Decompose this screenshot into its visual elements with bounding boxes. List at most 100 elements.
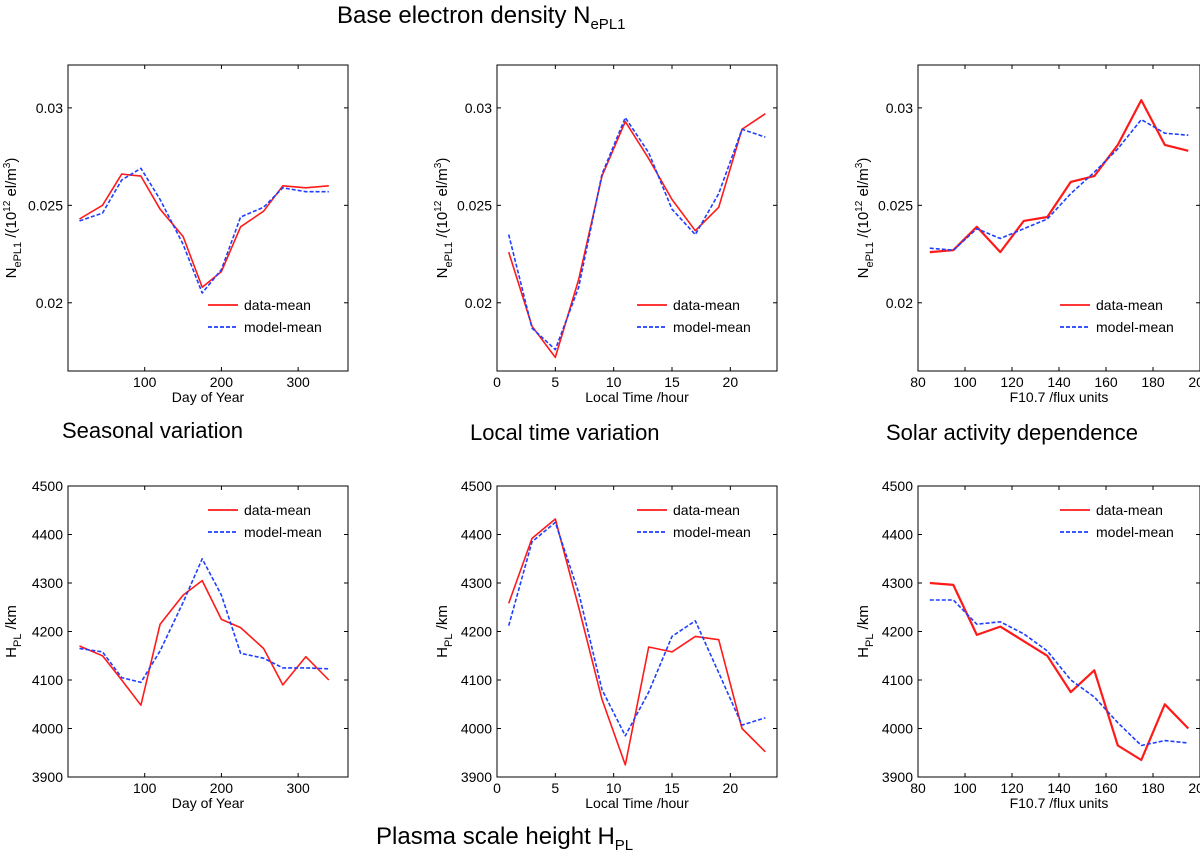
legend-label-model-mean: model-mean [244,319,322,335]
y-tick-label: 0.03 [886,100,913,116]
legend-label-data-mean: data-mean [244,502,311,518]
legend-label-model-mean: model-mean [1096,524,1174,540]
series-line-data-mean [507,113,766,359]
y-tick-label: 3900 [32,769,63,785]
figure-title-bottom: Plasma scale height HPL [376,823,633,854]
figure-title-top: Base electron density NePL1 [337,2,626,33]
x-tick-label: 100 [133,780,157,796]
x-tick-label: 80 [910,780,926,796]
y-tick-label: 4500 [882,478,913,494]
x-tick-label: 20 [723,374,739,390]
series-line-data-mean [929,98,1189,254]
x-tick-label: 10 [606,374,622,390]
y-axis-label: HPL /km [855,605,876,658]
series-line-data-mean [79,579,330,707]
y-tick-label: 0.03 [36,100,63,116]
x-tick-label: 100 [953,780,977,796]
y-tick-label: 0.025 [878,197,913,213]
y-tick-label: 4200 [882,624,913,640]
x-tick-label: 5 [551,374,559,390]
x-tick-label: 5 [551,780,559,796]
x-axis-label: Local Time /hour [585,795,689,811]
series-line-model-mean [929,599,1189,747]
chart-ne-season: 100 200 300 0.02 0.025 0.03 Day of Year NePL1 /… [2,64,349,405]
series-line-data-mean [79,173,329,289]
chart-ne-localtime: 0 5 10 15 20 0.02 0.025 0.03 Local Time /hour NeP… [433,64,778,405]
y-tick-label: 0.025 [457,197,492,213]
y-tick-label: 4000 [461,721,492,737]
x-tick-label: 200 [1188,780,1200,796]
series-line-model-mean [507,116,766,351]
y-tick-label: 3900 [882,769,913,785]
y-tick-label: 4200 [32,624,63,640]
y-axis-label: NePL1 /(1012 el/m3) [854,158,876,279]
chart-hpl-localtime: 0 5 10 15 20 3900 4000 4100 4200 4300 4400 4500 Loca… [434,478,778,811]
chart-ne-solar: 80 100 120 140 160 180 200 0.02 0.025 0.03 F10.7 /… [854,64,1200,405]
legend-label-data-mean: data-mean [673,297,740,313]
chart-hpl-season: 100 200 300 3900 4000 4100 4200 4300 4400 4500 Day… [3,478,349,811]
y-tick-label: 4100 [461,672,492,688]
x-tick-label: 0 [493,780,501,796]
chart-hpl-solar: 80 100 120 140 160 180 200 3900 4000 4100 4200 4300… [855,478,1200,811]
x-tick-label: 100 [133,374,157,390]
caption-local-time: Local time variation [470,420,660,445]
y-axis-label: HPL /km [3,605,24,658]
x-axis-label: Local Time /hour [585,389,689,405]
y-tick-label: 0.025 [28,197,63,213]
x-tick-label: 200 [1188,374,1200,390]
y-tick-label: 0.02 [886,295,913,311]
x-tick-label: 20 [723,780,739,796]
y-tick-label: 4100 [32,672,63,688]
x-tick-label: 15 [664,780,680,796]
x-tick-label: 200 [210,780,234,796]
x-tick-label: 15 [664,374,680,390]
x-tick-label: 180 [1141,780,1165,796]
y-tick-label: 4000 [882,721,913,737]
legend-label-model-mean: model-mean [673,319,751,335]
title-bottom-sub: PL [614,836,634,854]
x-tick-label: 80 [910,374,926,390]
y-tick-label: 4400 [461,527,492,543]
x-tick-label: 160 [1094,780,1118,796]
y-tick-label: 4500 [461,478,492,494]
y-tick-label: 4400 [882,527,913,543]
y-tick-label: 4200 [461,624,492,640]
x-axis-label: F10.7 /flux units [1010,389,1109,405]
series-line-model-mean [79,167,329,294]
y-tick-label: 4400 [32,527,63,543]
y-tick-label: 4100 [882,672,913,688]
x-tick-label: 120 [1000,780,1024,796]
title-top-main: Base electron density N [337,2,591,29]
x-tick-label: 0 [493,374,501,390]
y-tick-label: 3900 [461,769,492,785]
x-axis-label: Day of Year [172,389,245,405]
x-axis-label: F10.7 /flux units [1010,795,1109,811]
plot-frame [67,64,349,372]
x-tick-label: 140 [1047,780,1071,796]
x-tick-label: 180 [1141,374,1165,390]
series-line-model-mean [507,521,766,737]
x-tick-label: 300 [286,780,310,796]
x-tick-label: 100 [953,374,977,390]
x-tick-label: 140 [1047,374,1071,390]
y-tick-label: 4000 [32,721,63,737]
y-tick-label: 4300 [461,575,492,591]
y-axis-label: NePL1 /(1012 el/m3) [433,158,455,279]
legend-label-data-mean: data-mean [1096,502,1163,518]
y-axis-label: HPL /km [434,605,455,658]
y-tick-label: 4300 [882,575,913,591]
caption-seasonal: Seasonal variation [62,418,244,443]
legend-label-model-mean: model-mean [673,524,751,540]
legend-label-data-mean: data-mean [1096,297,1163,313]
legend-label-data-mean: data-mean [244,297,311,313]
y-tick-label: 0.02 [465,295,492,311]
y-tick-label: 4500 [32,478,63,494]
plot-frame [496,64,778,372]
x-tick-label: 200 [210,374,234,390]
series-line-model-mean [929,118,1189,251]
caption-solar-activity: Solar activity dependence [886,420,1138,445]
x-tick-label: 300 [286,374,310,390]
x-tick-label: 160 [1094,374,1118,390]
series-line-data-mean [929,581,1190,762]
